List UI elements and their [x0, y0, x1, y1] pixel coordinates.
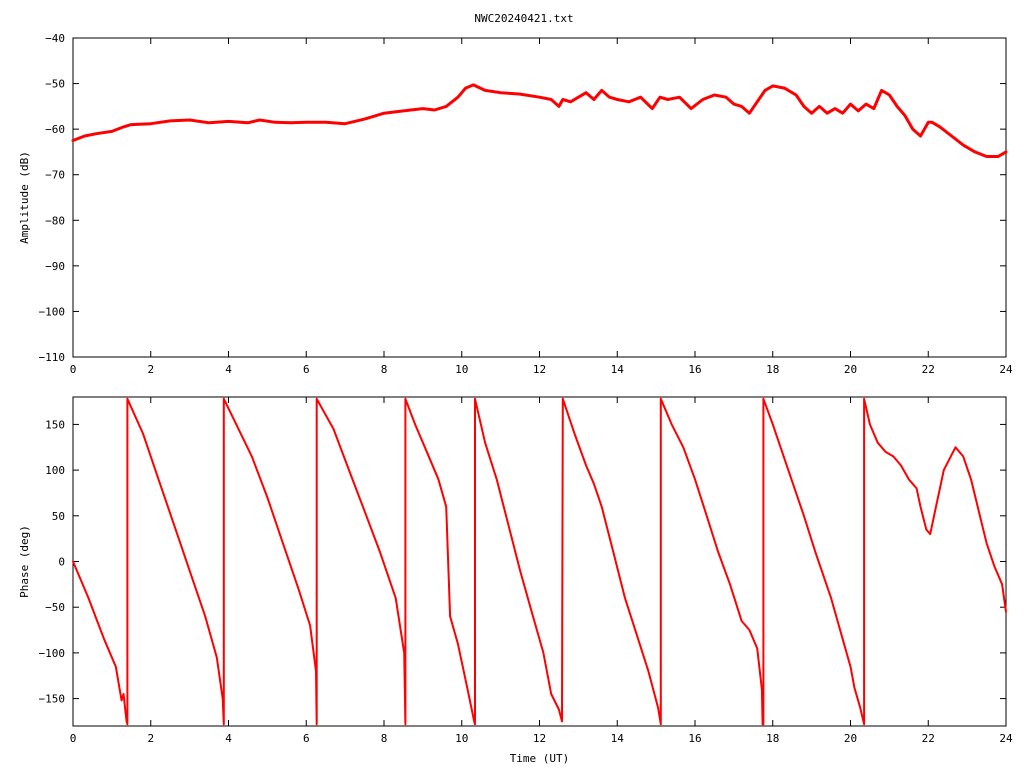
amplitude-xtick-label: 6 — [303, 363, 310, 376]
amplitude-ytick-label: −80 — [45, 214, 65, 227]
phase-xtick-label: 16 — [688, 732, 701, 745]
phase-plot-frame — [72, 396, 1007, 727]
amplitude-ytick-label: −100 — [39, 305, 66, 318]
phase-ytick-label: 100 — [45, 464, 65, 477]
amplitude-xtick-label: 20 — [844, 363, 857, 376]
amplitude-ytick-label: −90 — [45, 260, 65, 273]
phase-ytick-label: −50 — [45, 601, 65, 614]
phase-xtick-label: 18 — [766, 732, 779, 745]
amplitude-xtick-label: 24 — [999, 363, 1013, 376]
phase-xtick-label: 4 — [225, 732, 232, 745]
amplitude-xtick-label: 16 — [688, 363, 701, 376]
amplitude-panel: 0 2 4 6 8 10 12 14 16 18 20 22 24−110−100−90−80−70−6… — [18, 32, 1013, 376]
amplitude-ytick-label: −70 — [45, 169, 65, 182]
amplitude-ytick-label: −110 — [39, 351, 66, 364]
amplitude-ytick-label: −50 — [45, 78, 65, 91]
phase-xtick-label: 24 — [999, 732, 1013, 745]
figure-title: NWC20240421.txt — [474, 12, 573, 25]
phase-ytick-label: 50 — [52, 510, 65, 523]
amplitude-xtick-label: 14 — [611, 363, 625, 376]
phase-panel: 0 2 4 6 8 10 12 14 16 18 20 22 24−150−100−5005010015… — [18, 396, 1013, 765]
amplitude-series-line-0 — [71, 83, 1008, 158]
phase-xtick-label: 10 — [455, 732, 468, 745]
phase-ytick-label: −150 — [39, 693, 66, 706]
phase-xtick-label: 2 — [147, 732, 154, 745]
phase-x-axis-label: Time (UT) — [510, 752, 570, 765]
phase-xtick-label: 8 — [381, 732, 388, 745]
amplitude-ytick-label: −60 — [45, 123, 65, 136]
phase-ytick-label: 150 — [45, 418, 65, 431]
amplitude-xtick-label: 2 — [147, 363, 154, 376]
phase-xtick-label: 12 — [533, 732, 546, 745]
phase-xtick-label: 14 — [611, 732, 625, 745]
phase-ytick-label: 0 — [58, 556, 65, 569]
amplitude-xtick-label: 10 — [455, 363, 468, 376]
phase-ytick-label: −100 — [39, 647, 66, 660]
phase-xtick-label: 0 — [70, 732, 77, 745]
phase-y-axis-label: Phase (deg) — [18, 525, 31, 598]
amplitude-ytick-label: −40 — [45, 32, 65, 45]
phase-xtick-label: 20 — [844, 732, 857, 745]
amplitude-xtick-label: 22 — [922, 363, 935, 376]
phase-xtick-label: 22 — [922, 732, 935, 745]
amplitude-y-axis-label: Amplitude (dB) — [18, 151, 31, 244]
phase-series-line-0 — [72, 397, 1007, 726]
amplitude-plot-frame — [72, 37, 1007, 358]
amplitude-xtick-label: 4 — [225, 363, 232, 376]
amplitude-xtick-label: 12 — [533, 363, 546, 376]
phase-xtick-label: 6 — [303, 732, 310, 745]
amplitude-xtick-label: 0 — [70, 363, 77, 376]
amplitude-xtick-label: 18 — [766, 363, 779, 376]
amplitude-xtick-label: 8 — [381, 363, 388, 376]
